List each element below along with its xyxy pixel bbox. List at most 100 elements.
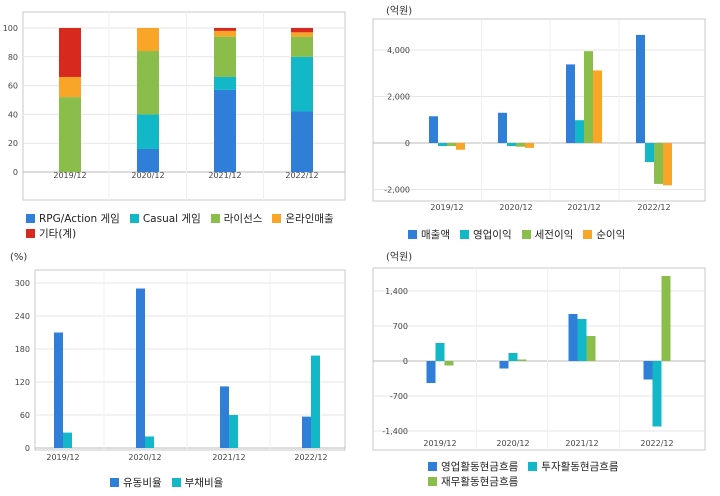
bar-4: [291, 32, 313, 37]
bar-5: [214, 28, 236, 31]
bar-1: [214, 89, 236, 172]
y-tick-label: 120: [15, 378, 30, 387]
legend-label: 세전이익: [534, 229, 574, 241]
bar-2: [575, 120, 584, 143]
y-tick-label: 1,400: [385, 287, 408, 296]
unit-label: (%): [10, 252, 27, 263]
legend-label: 부채비율: [184, 477, 224, 489]
bar-1: [643, 361, 653, 380]
legend-item: 기타(계): [26, 227, 76, 242]
x-tick-label: 2019/12: [46, 453, 79, 462]
ratios-chart: 0 60 120 180 240 300 (%) 2019/12 2020/12 2021/12 2…: [10, 252, 346, 462]
income-panel: -2,000 0 2,000 4,000 (억원) 2019/12 2020/12 2021/…: [360, 0, 720, 248]
legend-label: 순이익: [596, 229, 626, 241]
legend-item: 영업이익: [459, 228, 512, 243]
bar-3: [137, 51, 159, 115]
legend-swatch: [110, 478, 119, 487]
bar-1: [498, 112, 507, 143]
y-tick-label: 0: [403, 357, 408, 366]
bar-4: [663, 143, 672, 186]
y-tick-label: 100: [3, 24, 18, 33]
legend-swatch: [210, 214, 220, 223]
y-tick-label: 240: [15, 312, 30, 321]
bar-2: [145, 436, 154, 448]
legend-label: 영업이익: [472, 229, 512, 241]
legend-item: RPG/Action 게임: [26, 212, 120, 227]
legend-item: 영업활동현금흐름: [428, 460, 518, 475]
bar-1: [426, 361, 436, 383]
y-tick-label: 700: [393, 322, 408, 331]
bar-1: [302, 416, 311, 448]
ratios-panel: 0 60 120 180 240 300 (%) 2019/12 2020/12 2021/12 2…: [0, 248, 360, 496]
x-tick-label: 2022/12: [294, 453, 327, 462]
ratios-legend: 유동비율 부채비율: [110, 476, 310, 491]
revenue-mix-legend: RPG/Action 게임 Casual 게임 라이선스 온라인매출기타(계): [26, 212, 346, 242]
income-legend: 매출액 영업이익 세전이익 순이익: [408, 228, 708, 243]
legend-item: 온라인매출: [272, 212, 334, 227]
cashflow-panel: -1,400 -700 0 700 1,400 (억원) 2019/12 2020/12 202…: [360, 248, 720, 496]
bar-4: [525, 143, 534, 148]
y-tick-label: 60: [20, 411, 30, 420]
legend-label: 재무활동현금흐름: [441, 476, 519, 488]
bar-1: [291, 111, 313, 172]
bar-3: [586, 336, 596, 361]
bar-2: [63, 432, 72, 448]
bar-2: [508, 353, 518, 361]
x-tick-label: 2020/12: [131, 171, 164, 180]
y-tick-label: 80: [8, 53, 18, 62]
legend-label: RPG/Action 게임: [39, 213, 120, 225]
y-tick-label: -700: [390, 392, 408, 401]
legend-label: 기타(계): [39, 228, 77, 240]
y-tick-label: 4,000: [387, 46, 410, 55]
legend-swatch: [408, 230, 417, 239]
legend-swatch: [26, 214, 35, 223]
bar-1: [54, 332, 63, 448]
legend-item: Casual 게임: [129, 212, 201, 227]
bar-4: [137, 28, 159, 52]
bar-4: [456, 143, 465, 150]
y-tick-label: 0: [405, 139, 410, 148]
legend-label: 유동비율: [123, 477, 162, 489]
bar-1: [566, 64, 575, 143]
legend-label: 매출액: [421, 229, 450, 241]
legend-swatch: [26, 229, 35, 238]
y-tick-label: 2,000: [387, 93, 410, 102]
y-tick-label: -1,400: [382, 427, 408, 436]
legend-swatch: [272, 214, 282, 223]
legend-swatch: [459, 230, 469, 239]
y-tick-label: -2,000: [384, 186, 410, 195]
bar-3: [444, 361, 454, 366]
bar-2: [645, 143, 654, 163]
bar-1: [429, 116, 438, 143]
bar-4: [59, 76, 81, 98]
legend-item: 순이익: [583, 228, 625, 243]
cashflow-legend: 영업활동현금흐름 투자활동현금흐름재무활동현금흐름: [428, 460, 668, 490]
bar-3: [291, 36, 313, 57]
unit-label: (억원): [386, 5, 412, 17]
y-tick-label: 0: [25, 444, 30, 453]
legend-label: 라이선스: [223, 213, 263, 225]
x-tick-label: 2020/12: [496, 439, 529, 448]
legend-label: 영업활동현금흐름: [441, 461, 519, 473]
bar-2: [577, 319, 587, 361]
cashflow-chart: -1,400 -700 0 700 1,400 (억원) 2019/12 2020/12 202…: [372, 251, 706, 451]
legend-label: Casual 게임: [142, 213, 201, 225]
unit-label: (억원): [386, 251, 412, 263]
bar-3: [661, 276, 671, 361]
x-tick-label: 2022/12: [640, 439, 673, 448]
legend-label: 온라인매출: [285, 213, 334, 225]
bar-2: [137, 114, 159, 149]
bar-4: [214, 30, 236, 37]
x-tick-label: 2020/12: [499, 203, 532, 212]
bar-5: [59, 28, 81, 77]
legend-item: 재무활동현금흐름: [428, 475, 518, 490]
bar-2: [507, 143, 516, 147]
x-tick-label: 2022/12: [637, 203, 670, 212]
income-chart: -2,000 0 2,000 4,000 (억원) 2019/12 2020/12 2021/…: [372, 5, 706, 212]
legend-swatch: [521, 230, 531, 239]
legend-swatch: [428, 462, 437, 471]
bar-1: [137, 148, 159, 172]
bar-1: [136, 288, 145, 448]
legend-item: 유동비율: [110, 476, 162, 491]
x-tick-label: 2020/12: [128, 453, 161, 462]
